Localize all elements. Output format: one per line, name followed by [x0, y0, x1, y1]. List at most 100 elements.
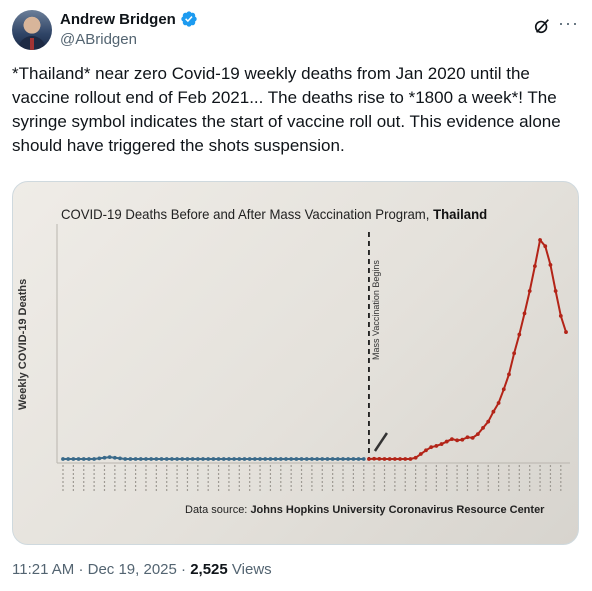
chart-point-before [71, 457, 76, 461]
tweet-views-label: Views [231, 561, 272, 578]
avatar-tie [30, 38, 34, 50]
tweet-views-count[interactable]: 2,525 [190, 561, 228, 578]
chart-point-after [434, 444, 439, 448]
chart-point-before [118, 456, 122, 461]
chart-point-after [367, 457, 371, 461]
chart-point-before [341, 457, 345, 461]
chart-point-before [169, 457, 174, 461]
chart-point-before [310, 457, 314, 461]
chart-point-before [92, 457, 97, 461]
chart-point-before [87, 457, 91, 461]
chart-point-before [258, 457, 262, 461]
chart-point-after [460, 437, 465, 442]
chart-point-after [444, 439, 449, 444]
syringe-icon [373, 432, 388, 452]
chart-annotation-vaccination: Mass Vaccination Begins [371, 260, 381, 360]
chart-point-after [450, 437, 454, 441]
chart-point-before [102, 455, 107, 460]
chart-point-before [216, 457, 221, 461]
chart-point-after [512, 351, 517, 356]
chart-point-after [475, 432, 480, 437]
chart-point-before [128, 457, 133, 461]
chart-point-before [112, 455, 117, 460]
chart-point-after [553, 289, 558, 293]
chart-point-before [107, 455, 112, 460]
chart-point-before [201, 457, 205, 461]
chart-point-before [227, 457, 231, 461]
tweet-time[interactable]: 11:21 AM [12, 561, 75, 578]
chart-point-after [408, 457, 413, 461]
avatar[interactable] [12, 10, 52, 50]
grok-icon[interactable] [533, 17, 551, 35]
chart-point-before [76, 457, 81, 461]
chart-point-before [320, 457, 325, 461]
chart-point-before [180, 457, 185, 461]
chart-point-after [392, 457, 397, 461]
chart-point-before [330, 457, 335, 461]
chart-point-after [387, 457, 392, 461]
chart-y-axis-label: Weekly COVID-19 Deaths [17, 278, 29, 410]
chart-point-after [558, 313, 563, 318]
chart-point-after [439, 442, 444, 446]
chart-svg [56, 224, 570, 493]
chart-point-after [403, 457, 408, 461]
chart-point-before [175, 457, 179, 461]
chart-point-before [61, 457, 65, 461]
chart-point-after [470, 435, 475, 440]
chart-point-before [278, 457, 283, 461]
chart-point-before [164, 457, 169, 461]
chart-source-name: Johns Hopkins University Coronavirus Res… [250, 504, 545, 516]
chart-point-after [507, 372, 511, 377]
chart-point-before [304, 457, 309, 461]
chart-point-before [289, 457, 294, 461]
chart-point-before [144, 457, 148, 461]
author-handle[interactable]: @ABridgen [60, 31, 137, 48]
chart-point-after [455, 438, 460, 443]
chart-source: Data source: Johns Hopkins University Co… [185, 504, 544, 516]
tweet-date[interactable]: Dec 19, 2025 [87, 561, 177, 578]
chart-point-after [501, 387, 506, 392]
chart-point-after [548, 262, 553, 267]
tweet-meta: 11:21 AM · Dec 19, 2025 · 2,525 Views [12, 561, 272, 578]
chart-title-main: COVID-19 Deaths Before and After Mass Va… [61, 206, 430, 222]
chart-point-before [263, 457, 268, 461]
chart-point-before [237, 457, 242, 461]
chart-point-after [486, 419, 491, 424]
chart-point-before [195, 457, 200, 461]
chart-point-before [154, 457, 159, 461]
chart-axes [56, 224, 570, 493]
chart-point-before [284, 457, 288, 461]
chart-point-after [491, 409, 496, 414]
chart-point-before [273, 457, 278, 461]
chart-point-after [564, 330, 568, 334]
tweet-meta-separator: · [78, 561, 84, 578]
chart-point-after [517, 332, 522, 337]
chart-point-after [538, 238, 542, 242]
chart-point-after [429, 445, 434, 450]
chart-point-before [346, 457, 351, 461]
chart-point-after [377, 456, 382, 461]
tweet-text: *Thailand* near zero Covid-19 weekly dea… [12, 64, 561, 155]
chart-title: COVID-19 Deaths Before and After Mass Va… [61, 206, 487, 222]
chart-point-after [522, 311, 527, 316]
chart-point-before [221, 457, 226, 461]
chart-point-after [527, 289, 532, 293]
chart-point-before [133, 457, 138, 461]
chart-point-after [398, 457, 402, 461]
chart-point-before [149, 457, 154, 461]
chart-point-before [81, 457, 86, 461]
chart-point-before [294, 457, 299, 461]
chart-point-after [465, 435, 470, 440]
chart-point-before [299, 457, 304, 461]
author-display-name[interactable]: Andrew Bridgen [60, 10, 176, 28]
chart-point-after [481, 425, 485, 430]
more-icon[interactable]: ··· [558, 13, 579, 33]
verified-badge-icon[interactable] [180, 10, 198, 28]
chart-point-before [190, 457, 195, 461]
chart-point-before [242, 457, 247, 461]
tweet-media[interactable]: COVID-19 Deaths Before and After Mass Va… [12, 181, 579, 545]
chart-point-before [97, 456, 102, 461]
chart-point-after [382, 457, 387, 461]
chart-series-layer [61, 237, 568, 461]
chart-point-after [372, 456, 377, 461]
